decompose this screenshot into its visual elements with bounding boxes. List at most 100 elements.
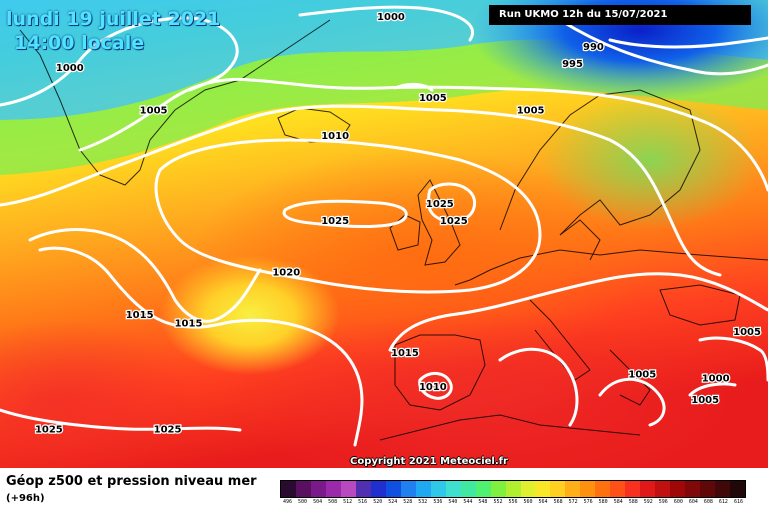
isobar-1005-east	[598, 377, 666, 427]
heat-zone-west	[0, 320, 200, 468]
scale-label: 556	[508, 499, 518, 505]
scale-label: 616	[733, 499, 743, 505]
scale-swatch	[460, 481, 476, 497]
scale-label: 524	[388, 499, 398, 505]
scale-swatch	[475, 481, 491, 497]
greece-coast	[609, 349, 651, 406]
scale-swatch	[310, 481, 326, 497]
scandinavia-coast	[499, 89, 701, 236]
scale-swatch	[490, 481, 506, 497]
scale-label: 520	[373, 499, 383, 505]
scale-swatch	[730, 481, 746, 497]
scale-swatch	[445, 481, 461, 497]
scale-label: 508	[328, 499, 338, 505]
isobar-label: 1015	[391, 348, 419, 359]
isobar-1020	[154, 138, 542, 294]
isobar-label: 1000	[702, 374, 730, 385]
scale-label: 572	[568, 499, 578, 505]
scale-label: 592	[643, 499, 653, 505]
scale-label: 584	[613, 499, 623, 505]
scale-label: 596	[658, 499, 668, 505]
isobar-label: 990	[583, 42, 604, 53]
isobar-label: 1025	[321, 216, 349, 227]
scale-label: 560	[523, 499, 533, 505]
scale-swatch	[520, 481, 536, 497]
forecast-date: lundi 19 juillet 2021	[6, 8, 221, 30]
scale-swatch	[715, 481, 731, 497]
scale-label: 588	[628, 499, 638, 505]
isobar-label: 1020	[272, 267, 300, 278]
isobar-label: 1005	[628, 369, 656, 380]
scale-swatch	[505, 481, 521, 497]
isobar-1015-europe	[388, 272, 768, 352]
scale-label: 564	[538, 499, 548, 505]
scale-label: 536	[433, 499, 443, 505]
isobar-1010-mid	[498, 347, 579, 427]
map-title: Géop z500 et pression niveau mer	[6, 474, 257, 489]
scale-label: 608	[703, 499, 713, 505]
isobar-995	[558, 18, 768, 76]
isobar-label: 1005	[733, 327, 761, 338]
isobar-1005-iceland	[393, 82, 434, 92]
north-africa-coast	[379, 414, 641, 441]
scale-swatch	[670, 481, 686, 497]
scale-label: 540	[448, 499, 458, 505]
isobar-1015-inner	[28, 228, 262, 323]
ireland-coast	[389, 214, 421, 251]
heat-zone-med	[220, 310, 740, 468]
scale-swatch	[430, 481, 446, 497]
scale-swatch	[700, 481, 716, 497]
iberia-coast	[394, 334, 486, 411]
run-info-box: Run UKMO 12h du 15/07/2021	[489, 5, 751, 25]
baltic-coast	[559, 219, 601, 261]
isobar-label: 1010	[419, 382, 447, 393]
europe-coast	[454, 249, 768, 286]
scale-swatch	[610, 481, 626, 497]
scale-label: 516	[358, 499, 368, 505]
scale-swatch	[400, 481, 416, 497]
isobars	[0, 5, 768, 447]
isobar-1025-south	[0, 408, 242, 432]
scale-label: 500	[298, 499, 308, 505]
scale-label: 600	[673, 499, 683, 505]
isobar-1010-spain	[418, 372, 453, 400]
isobar-label: 1015	[175, 318, 203, 329]
scale-label: 552	[493, 499, 503, 505]
isobar-1010	[0, 104, 722, 277]
scale-swatch	[550, 481, 566, 497]
scale-label: 532	[418, 499, 428, 505]
isobar-label: 1000	[377, 12, 405, 23]
isobar-label: 1025	[35, 425, 63, 436]
pressure-map: 1000100099099099510051005100510101025102…	[0, 0, 768, 468]
scale-label: 580	[598, 499, 608, 505]
scale-swatch	[625, 481, 641, 497]
isobar-990	[608, 36, 768, 49]
isobar-label: 1015	[126, 310, 154, 321]
scale-swatch	[295, 481, 311, 497]
scale-label: 548	[478, 499, 488, 505]
scale-swatch	[685, 481, 701, 497]
isobar-label: 1025	[440, 216, 468, 227]
color-scale: 496 500 504 508 512 516 520 524 528 532 536 540 544 5…	[280, 480, 746, 505]
azores-high	[160, 255, 340, 375]
isobar-label: 1005	[691, 395, 719, 406]
scale-label: 512	[343, 499, 353, 505]
scale-swatch	[595, 481, 611, 497]
isobar-1025-high	[282, 199, 408, 228]
scale-label: 496	[283, 499, 293, 505]
isobar-1000-west	[0, 16, 239, 107]
isobar-label: 1000	[56, 63, 84, 74]
scale-swatch	[340, 481, 356, 497]
scale-swatch	[281, 481, 296, 497]
isobar-1015-main	[38, 246, 364, 447]
forecast-offset: (+96h)	[6, 493, 45, 504]
scale-label: 544	[463, 499, 473, 505]
isobar-1025-ring	[427, 182, 476, 224]
copyright-notice: Copyright 2021 Meteociel.fr	[350, 456, 508, 467]
isobar-1000-north	[298, 5, 474, 42]
isobar-label: 1005	[140, 106, 168, 117]
isobar-1005-north	[78, 77, 768, 192]
scale-label: 528	[403, 499, 413, 505]
scale-swatch	[415, 481, 431, 497]
